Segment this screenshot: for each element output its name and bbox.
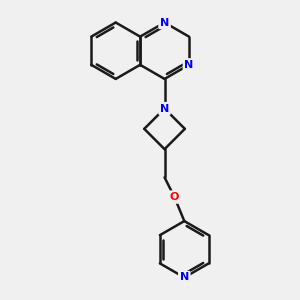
Text: O: O xyxy=(170,192,179,202)
Text: N: N xyxy=(160,17,169,28)
Text: N: N xyxy=(180,272,189,283)
Text: N: N xyxy=(184,60,194,70)
Text: N: N xyxy=(160,103,169,113)
